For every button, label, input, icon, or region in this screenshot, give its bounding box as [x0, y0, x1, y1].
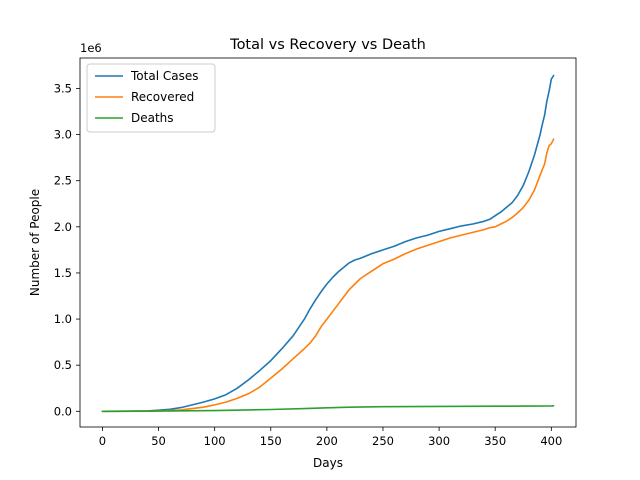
series-layer — [101, 74, 555, 413]
x-tick-label: 150 — [260, 434, 282, 448]
y-tick-label: 1.5 — [54, 266, 72, 280]
y-tick-label: 1.0 — [54, 312, 72, 326]
x-tick-label: 350 — [484, 434, 506, 448]
legend-label: Total Cases — [130, 69, 198, 83]
y-tick-label: 2.5 — [54, 174, 72, 188]
series-line-deaths — [101, 404, 555, 413]
x-tick-label: 200 — [316, 434, 338, 448]
x-axis-label: Days — [313, 456, 343, 470]
y-axis-ticks: 0.0 0.5 1.0 1.5 2.0 2.5 3.0 3.5 — [54, 81, 80, 418]
x-tick-label: 400 — [540, 434, 562, 448]
y-tick-label: 0.5 — [54, 358, 72, 372]
series-line-recovered — [101, 138, 555, 413]
legend-label: Deaths — [131, 111, 174, 125]
x-tick-label: 300 — [428, 434, 450, 448]
x-tick-label: 0 — [99, 434, 106, 448]
plot-frame — [79, 57, 577, 428]
legend: Total Cases Recovered Deaths — [86, 63, 216, 133]
x-tick-label: 250 — [372, 434, 394, 448]
x-axis-ticks: 0 50 100 150 200 250 300 350 400 — [99, 427, 562, 448]
y-tick-label: 3.0 — [54, 128, 72, 142]
y-tick-label: 0.0 — [54, 404, 72, 418]
legend-label: Recovered — [131, 90, 194, 104]
y-tick-label: 2.0 — [54, 220, 72, 234]
y-axis-offset-text: 1e6 — [80, 41, 102, 55]
y-tick-label: 3.5 — [54, 81, 72, 95]
x-tick-label: 100 — [204, 434, 226, 448]
series-line-total-cases — [101, 74, 555, 413]
chart-title: Total vs Recovery vs Death — [229, 37, 426, 53]
legend-box — [86, 63, 216, 133]
x-tick-label: 50 — [151, 434, 166, 448]
y-axis-label: Number of People — [28, 189, 42, 296]
